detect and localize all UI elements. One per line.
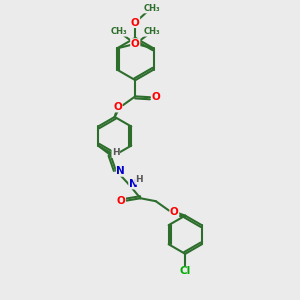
Text: O: O [113,102,122,112]
Text: CH₃: CH₃ [143,27,160,36]
Text: O: O [131,39,140,49]
Text: O: O [131,39,140,49]
Text: O: O [170,207,179,217]
Text: N: N [129,179,137,189]
Text: N: N [116,166,125,176]
Text: Cl: Cl [180,266,191,277]
Text: O: O [117,196,125,206]
Text: H: H [112,148,120,158]
Text: H: H [136,175,143,184]
Text: O: O [131,17,140,28]
Text: CH₃: CH₃ [143,4,160,13]
Text: O: O [152,92,160,102]
Text: CH₃: CH₃ [111,27,127,36]
